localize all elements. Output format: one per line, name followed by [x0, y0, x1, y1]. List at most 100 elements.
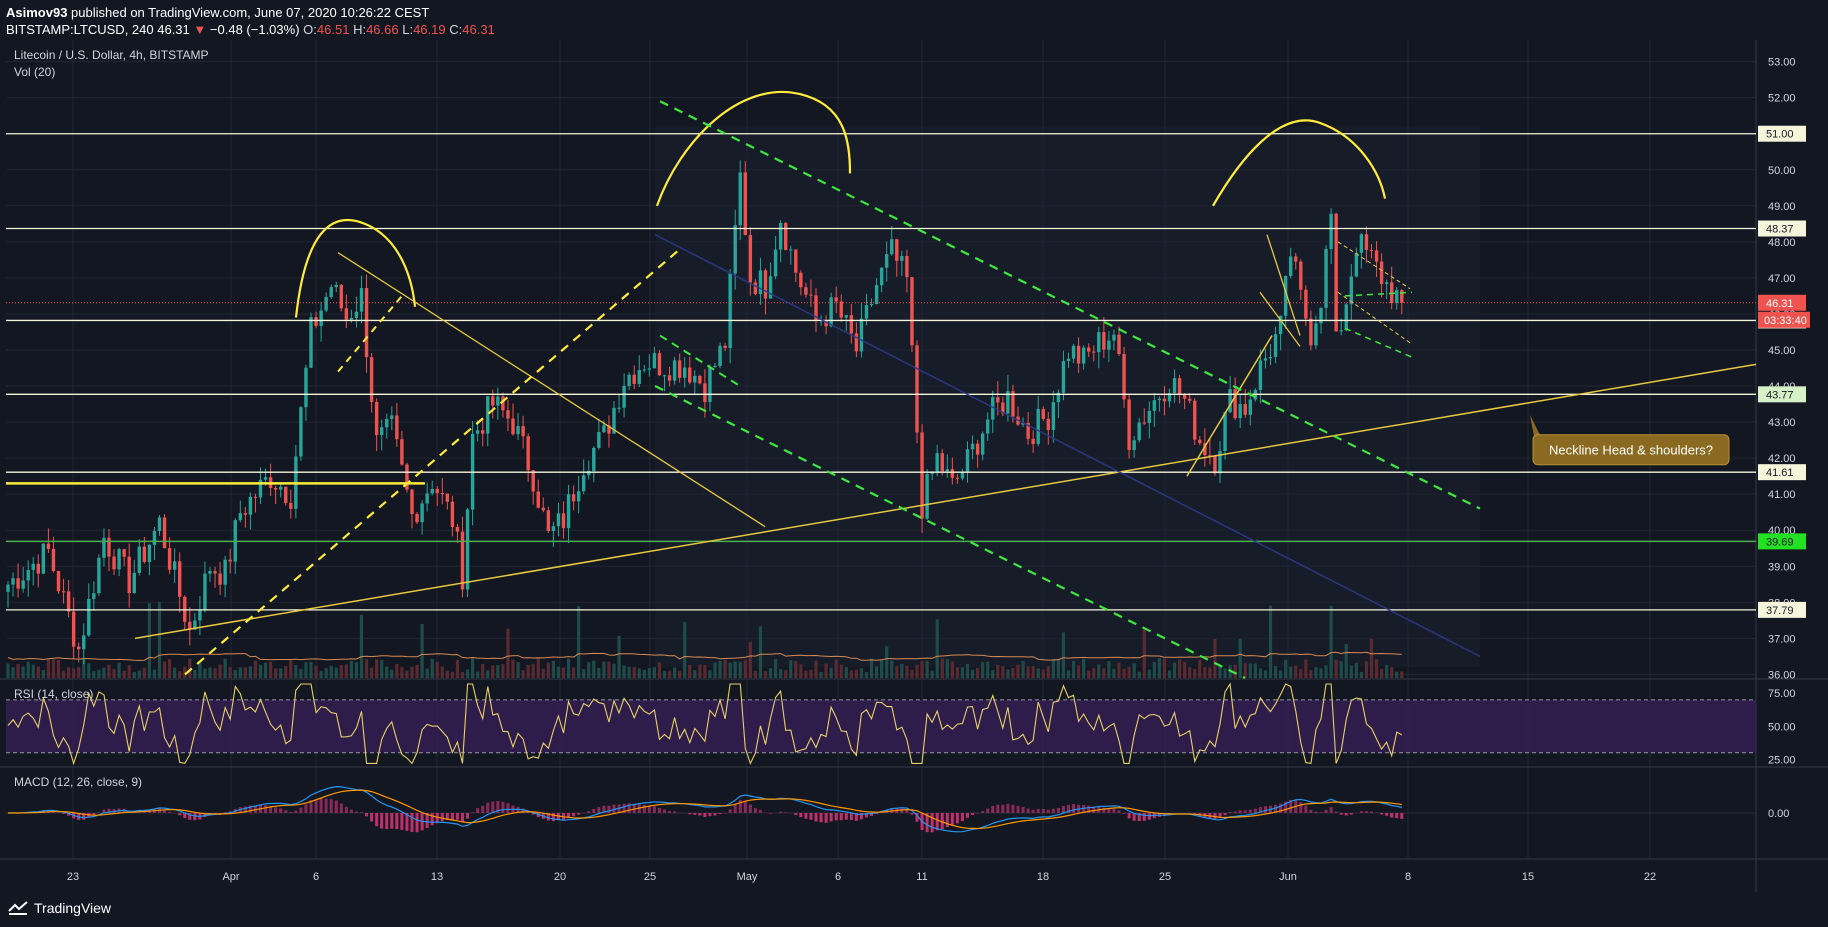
candle-body — [647, 368, 652, 370]
macd-histogram-bar — [663, 809, 666, 813]
volume-bar — [425, 668, 429, 678]
volume-bar — [976, 667, 980, 678]
time-tick-label: Jun — [1279, 871, 1297, 883]
volume-bar — [1334, 659, 1338, 678]
author-name[interactable]: Asimov93 — [6, 5, 68, 20]
volume-bar — [1344, 644, 1348, 678]
candle-body — [1400, 290, 1404, 303]
volume-bar — [869, 658, 874, 678]
volume-bar — [955, 667, 959, 678]
macd-histogram-bar — [935, 813, 939, 831]
volume-bar — [1157, 658, 1161, 678]
volume-bar — [127, 665, 131, 678]
macd-histogram-bar — [703, 813, 707, 818]
candle-body — [1137, 422, 1141, 441]
macd-histogram-bar — [385, 813, 389, 830]
volume-bar — [168, 659, 172, 678]
volume-bar — [1066, 670, 1071, 678]
macd-histogram-bar — [1228, 812, 1232, 813]
candle-body — [915, 345, 919, 433]
macd-histogram-bar — [1248, 809, 1252, 813]
candle-body — [228, 559, 232, 562]
macd-histogram-bar — [506, 803, 510, 813]
candle-body — [1152, 400, 1157, 411]
macd-histogram-bar — [223, 812, 227, 813]
rsi-tick-label: 75.00 — [1768, 688, 1796, 700]
macd-histogram-bar — [966, 813, 969, 818]
macd-histogram-bar — [1147, 813, 1151, 820]
macd-histogram-bar — [390, 813, 394, 829]
candle-body — [551, 526, 556, 532]
price-tick-label: 43.00 — [1768, 417, 1796, 429]
volume-bar — [758, 626, 763, 678]
macd-histogram-bar — [834, 813, 838, 821]
candle-body — [1228, 389, 1232, 413]
candle-body — [258, 479, 263, 498]
macd-histogram-bar — [1046, 809, 1050, 813]
macd-histogram-bar — [107, 808, 111, 813]
down-arrow-icon: ▼ — [193, 22, 207, 37]
footer: TradingView — [0, 893, 1828, 927]
volume-bar — [465, 669, 470, 678]
tradingview-logo[interactable]: TradingView — [8, 900, 111, 916]
channel-dash — [1337, 291, 1411, 344]
time-tick-label: 15 — [1522, 871, 1534, 883]
macd-histogram-bar — [1324, 809, 1328, 813]
macd-histogram-bar — [425, 813, 429, 828]
time-tick-label: 8 — [1405, 871, 1411, 883]
volume-bar — [945, 658, 949, 678]
candle-body — [1107, 340, 1111, 350]
macd-histogram-bar — [905, 810, 909, 813]
volume-bar — [935, 619, 939, 678]
candle-body — [117, 549, 121, 570]
macd-histogram-bar — [97, 812, 101, 813]
macd-histogram-bar — [486, 802, 490, 813]
volume-bar — [435, 661, 439, 678]
candle-body — [1036, 408, 1040, 444]
candle-body — [839, 301, 843, 318]
volume-bar — [647, 668, 651, 678]
candle-body — [935, 453, 939, 472]
price-tick-label: 41.00 — [1768, 489, 1796, 501]
time-axis: 23 Apr 6 13 20 25 May 6 11 18 25 Jun 8 15 22 — [67, 871, 1656, 883]
candle-body — [1001, 402, 1005, 414]
price-label-text: 51.00 — [1766, 129, 1794, 141]
candle-body — [991, 397, 995, 420]
macd-histogram-bar — [572, 813, 576, 817]
candle-body — [728, 273, 732, 349]
volume-bar — [1203, 667, 1207, 678]
volume-bar — [61, 670, 66, 678]
candle-body — [607, 425, 611, 434]
volume-bar — [506, 628, 510, 678]
candle-body — [809, 294, 813, 296]
volume-bar — [768, 668, 773, 678]
published-text: published on TradingView.com, June 07, 2… — [71, 5, 430, 20]
volume-bar — [1374, 659, 1379, 678]
volume-bar — [496, 665, 500, 678]
volume-bar — [415, 664, 419, 678]
candle-body — [142, 546, 147, 562]
chart-area[interactable]: Neckline Head & shoulders? Litecoin / U.S… — [0, 40, 1828, 893]
volume-bar — [183, 666, 187, 678]
macd-histogram-bar — [466, 813, 470, 819]
macd-histogram-bar — [218, 813, 222, 814]
candle-body — [1102, 332, 1106, 350]
volume-bar — [248, 666, 252, 678]
candle-body — [1268, 356, 1273, 359]
low-label: L: — [402, 22, 414, 37]
volume-bar — [541, 668, 545, 678]
volume-bar — [1188, 667, 1192, 678]
volume-bar — [263, 662, 268, 678]
candle-body — [1334, 213, 1338, 332]
candle-body — [51, 548, 56, 571]
macd-histogram-bar — [501, 801, 505, 813]
price-label-text: 41.61 — [1766, 467, 1794, 479]
macd-histogram-bar — [839, 813, 843, 821]
candle-body — [536, 491, 540, 508]
volume-bar — [970, 669, 975, 678]
macd-histogram-bar — [1329, 807, 1333, 813]
price-label-text: 48.37 — [1766, 224, 1794, 236]
volume-bar — [531, 663, 535, 678]
volume-bar — [1390, 667, 1394, 678]
volume-bar — [375, 659, 379, 678]
